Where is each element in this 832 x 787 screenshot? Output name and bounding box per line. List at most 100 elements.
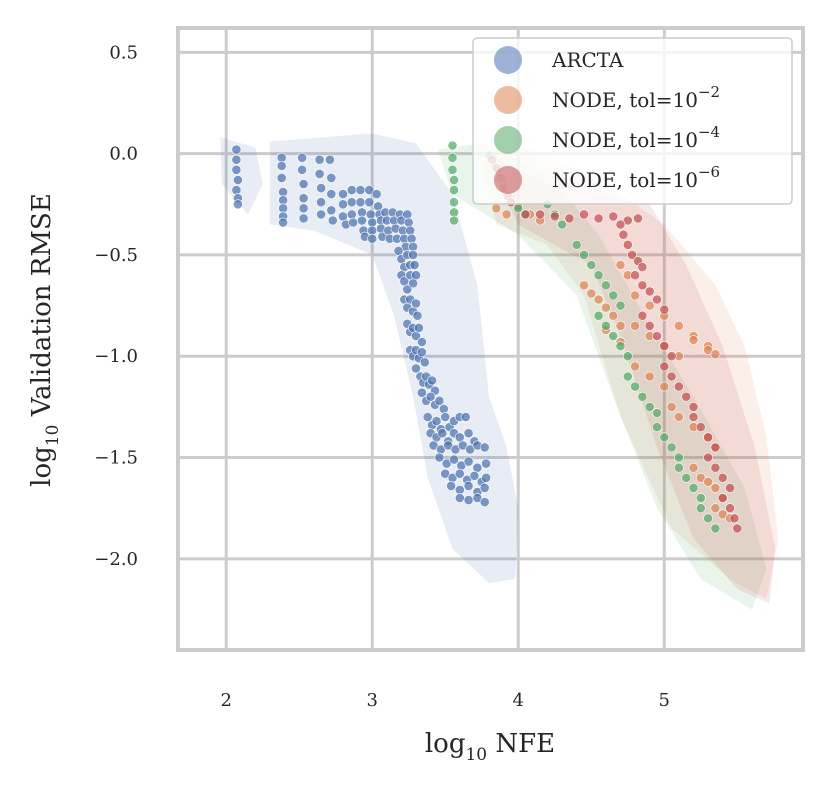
data-point bbox=[231, 185, 242, 195]
data-point bbox=[437, 428, 448, 439]
data-point bbox=[630, 361, 640, 372]
data-point bbox=[681, 472, 692, 483]
data-point bbox=[579, 209, 589, 220]
data-point bbox=[454, 468, 465, 479]
data-point bbox=[413, 322, 424, 333]
data-point bbox=[674, 462, 684, 473]
data-point bbox=[438, 403, 449, 414]
data-point bbox=[232, 199, 243, 210]
data-point bbox=[491, 203, 502, 214]
data-point bbox=[608, 331, 619, 341]
data-point bbox=[674, 320, 684, 331]
data-point bbox=[666, 401, 677, 412]
y-tick-label: −2.0 bbox=[94, 549, 138, 570]
data-point bbox=[472, 493, 483, 503]
data-point bbox=[637, 310, 648, 321]
data-point bbox=[659, 432, 670, 443]
data-point bbox=[608, 310, 619, 321]
data-point bbox=[411, 298, 421, 309]
data-point bbox=[695, 503, 706, 514]
data-point bbox=[615, 320, 626, 331]
data-point bbox=[513, 203, 524, 214]
data-point bbox=[446, 480, 456, 491]
plot-frame bbox=[176, 26, 805, 652]
data-point bbox=[703, 432, 713, 443]
data-point bbox=[586, 260, 597, 270]
data-point bbox=[732, 523, 743, 534]
data-point bbox=[601, 302, 611, 313]
data-point bbox=[449, 185, 459, 195]
data-point bbox=[688, 335, 699, 345]
data-point bbox=[601, 320, 611, 331]
data-point bbox=[703, 452, 713, 463]
legend-marker bbox=[494, 86, 522, 114]
data-point bbox=[637, 391, 648, 402]
data-point bbox=[416, 347, 427, 358]
data-point bbox=[314, 154, 325, 165]
data-point bbox=[314, 168, 325, 179]
data-point bbox=[463, 480, 474, 491]
data-point bbox=[630, 381, 640, 392]
data-point bbox=[297, 152, 307, 163]
y-tick-label: −1.0 bbox=[94, 346, 138, 367]
data-point bbox=[622, 239, 633, 250]
legend-marker bbox=[494, 166, 522, 194]
data-point bbox=[622, 351, 633, 362]
data-point bbox=[298, 213, 309, 224]
data-point bbox=[373, 201, 383, 212]
data-point bbox=[231, 154, 242, 165]
data-point bbox=[557, 219, 567, 230]
data-point bbox=[427, 375, 437, 386]
data-point bbox=[403, 217, 414, 228]
x-tick-label: 4 bbox=[513, 690, 524, 711]
data-point bbox=[324, 154, 335, 165]
data-point bbox=[710, 523, 721, 534]
data-point bbox=[316, 209, 326, 220]
data-point bbox=[449, 215, 459, 226]
data-point bbox=[412, 310, 423, 321]
data-point bbox=[411, 363, 421, 374]
data-point bbox=[447, 152, 458, 163]
data-point bbox=[549, 211, 560, 222]
kde-region-2-0 bbox=[437, 143, 767, 610]
data-point bbox=[326, 172, 337, 183]
data-point bbox=[674, 452, 684, 463]
data-point bbox=[644, 320, 655, 331]
data-point bbox=[615, 341, 626, 351]
data-point bbox=[627, 249, 637, 260]
data-point bbox=[406, 233, 417, 244]
data-point bbox=[659, 381, 670, 392]
data-point bbox=[402, 209, 413, 220]
data-point bbox=[710, 442, 721, 453]
data-point bbox=[564, 213, 575, 224]
data-point bbox=[579, 280, 589, 291]
y-tick-label: −0.5 bbox=[94, 245, 138, 266]
data-point bbox=[618, 229, 629, 240]
data-point bbox=[688, 401, 699, 412]
data-point bbox=[449, 175, 459, 185]
data-point bbox=[535, 209, 545, 220]
data-point bbox=[232, 175, 243, 185]
y-axis-ticks: 0.5 0.0 −0.5 −1.0 −1.5 −2.0 bbox=[94, 42, 138, 570]
data-point bbox=[717, 472, 728, 483]
data-point bbox=[681, 391, 692, 402]
data-point bbox=[710, 462, 721, 473]
x-axis-label: log10 NFE bbox=[425, 729, 555, 765]
data-point bbox=[717, 493, 728, 503]
data-point bbox=[601, 280, 611, 291]
data-point bbox=[460, 412, 471, 422]
data-point bbox=[622, 371, 633, 382]
data-point bbox=[447, 164, 458, 175]
y-tick-label: 0.0 bbox=[109, 144, 138, 165]
data-point bbox=[371, 189, 382, 199]
data-point bbox=[440, 412, 451, 422]
data-point bbox=[447, 140, 458, 151]
data-point bbox=[297, 164, 307, 175]
data-point bbox=[355, 197, 366, 208]
data-point bbox=[644, 401, 655, 412]
kde-region-3-0 bbox=[486, 153, 776, 604]
data-point bbox=[688, 412, 699, 422]
data-point bbox=[346, 209, 357, 220]
data-point bbox=[419, 357, 430, 368]
